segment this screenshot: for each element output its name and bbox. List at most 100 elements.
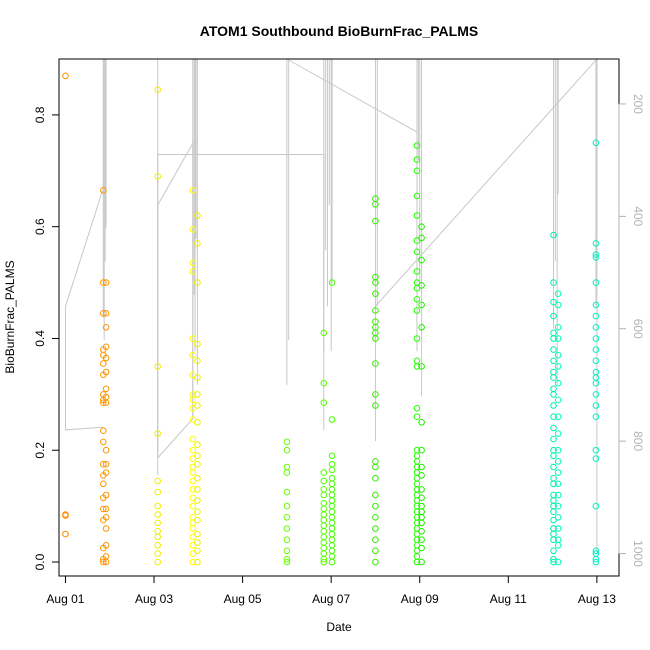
data-point — [62, 530, 69, 538]
data-point — [283, 555, 291, 563]
data-point — [194, 452, 201, 460]
data-point — [550, 435, 557, 443]
data-point — [413, 307, 421, 314]
data-point — [189, 351, 197, 359]
data-point — [320, 500, 328, 507]
data-point — [592, 357, 600, 365]
data-point — [102, 469, 110, 476]
chart-title: ATOM1 Southbound BioBurnFrac_PALMS — [200, 23, 478, 39]
data-point — [102, 491, 110, 499]
data-point — [189, 455, 197, 462]
data-point — [189, 226, 197, 233]
data-point — [550, 374, 557, 381]
y-tick-label: 0.6 — [33, 218, 47, 235]
data-point — [154, 173, 161, 180]
data-point — [550, 480, 557, 488]
y-axis-label: BioBurnFrac_PALMS — [3, 260, 17, 373]
data-points — [62, 72, 600, 566]
data-point — [154, 363, 161, 370]
data-point — [100, 187, 107, 194]
data-point — [320, 486, 328, 493]
plot-area — [58, 58, 620, 577]
data-point — [189, 396, 197, 404]
data-point — [154, 477, 161, 485]
data-point — [550, 516, 557, 524]
data-point — [328, 508, 336, 516]
x-tick-label: Aug 07 — [312, 592, 350, 606]
data-point — [592, 139, 600, 147]
data-point — [372, 391, 379, 398]
data-point — [372, 536, 379, 544]
data-point — [418, 363, 425, 370]
data-point — [194, 539, 201, 546]
data-point — [413, 357, 421, 365]
data-point — [418, 486, 425, 493]
data-point — [154, 86, 161, 93]
data-point — [328, 460, 336, 468]
x-tick-label: Aug 03 — [135, 592, 173, 606]
data-point — [194, 516, 201, 524]
data-point — [372, 307, 379, 314]
data-point — [154, 430, 161, 437]
data-point — [372, 474, 379, 482]
data-point — [320, 399, 328, 407]
data-point — [554, 525, 562, 532]
data-point — [154, 542, 161, 549]
data-point — [418, 536, 425, 544]
data-point — [554, 558, 562, 566]
data-point — [550, 385, 557, 393]
data-point — [194, 558, 201, 566]
data-point — [102, 279, 110, 286]
data-point — [372, 335, 379, 342]
data-point — [328, 452, 336, 460]
data-point — [328, 553, 336, 560]
data-point — [189, 477, 197, 485]
data-point — [554, 379, 562, 387]
data-point — [102, 368, 110, 376]
data-point — [100, 460, 107, 468]
data-point — [413, 284, 421, 292]
data-point — [189, 486, 197, 493]
track-segment — [65, 70, 104, 307]
data-point — [418, 544, 425, 552]
data-point — [413, 553, 421, 560]
data-point — [550, 474, 557, 482]
data-point — [554, 396, 562, 404]
data-point — [320, 544, 328, 552]
data-point — [554, 351, 562, 359]
data-point — [194, 547, 201, 555]
data-point — [189, 446, 197, 454]
y2-tick-label: 400 — [631, 206, 645, 226]
data-point — [102, 310, 110, 317]
data-point — [283, 502, 291, 510]
data-point — [320, 516, 328, 524]
data-point — [413, 156, 421, 163]
data-point — [100, 310, 107, 317]
data-point — [550, 231, 557, 239]
data-point — [189, 187, 197, 194]
data-point — [189, 533, 197, 541]
data-point — [320, 505, 328, 513]
data-point — [550, 279, 557, 286]
y2-tick-label: 1000 — [631, 540, 645, 567]
data-point — [550, 558, 557, 566]
data-point — [550, 298, 557, 306]
data-point — [413, 335, 421, 342]
data-point — [592, 368, 600, 376]
data-point — [320, 511, 328, 518]
data-point — [283, 536, 291, 544]
data-point — [100, 505, 107, 513]
data-point — [418, 256, 425, 264]
y-tick-label: 0.2 — [33, 442, 47, 459]
data-point — [194, 391, 201, 398]
data-point — [554, 301, 562, 309]
data-point — [194, 530, 201, 538]
data-point — [100, 427, 107, 435]
y-tick-label: 0.8 — [33, 106, 47, 123]
data-point — [550, 497, 557, 504]
data-point — [194, 340, 201, 348]
data-point — [413, 458, 421, 465]
data-point — [328, 502, 336, 510]
x-axis: Aug 01 Aug 03 Aug 05 Aug 07 Aug 09 Aug 11 Aug … — [46, 575, 616, 606]
data-point — [550, 536, 557, 544]
